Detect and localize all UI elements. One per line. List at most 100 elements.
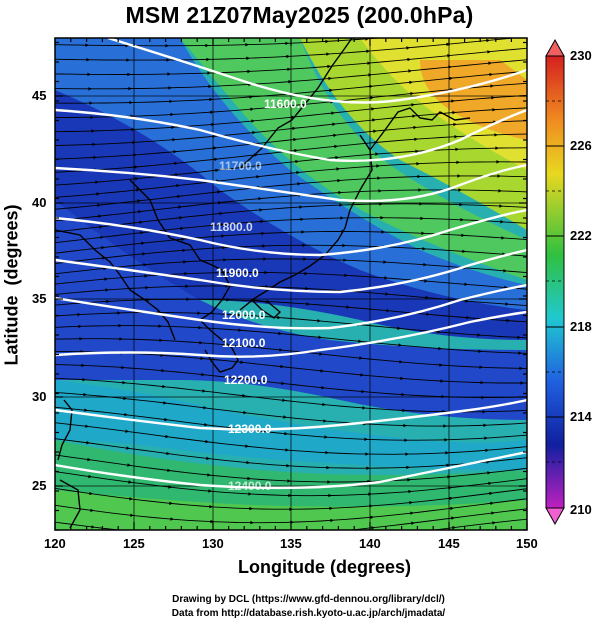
streamline: [55, 454, 527, 483]
wind-arrow: [409, 501, 413, 505]
wind-arrow: [327, 64, 331, 69]
wind-arrow: [329, 506, 333, 511]
wind-arrow: [418, 188, 422, 192]
wind-arrow: [86, 440, 90, 445]
wind-arrow: [423, 262, 427, 267]
wind-arrow: [158, 324, 162, 328]
wind-arrow: [130, 513, 134, 517]
wind-arrow: [406, 46, 410, 50]
wind-arrow: [87, 457, 91, 462]
wind-arrow: [374, 140, 378, 145]
wind-arrow: [209, 97, 213, 102]
contour-label: 12400.0: [228, 479, 272, 493]
wind-arrow: [249, 506, 253, 511]
wind-arrow: [289, 507, 293, 511]
streamline: [55, 244, 527, 264]
wind-arrow: [200, 356, 204, 361]
wind-arrow: [490, 84, 494, 88]
wind-arrow: [167, 72, 171, 76]
wind-arrow: [217, 190, 221, 194]
wind-arrow: [494, 133, 498, 137]
wind-arrow: [208, 489, 212, 493]
wind-arrow: [480, 380, 484, 385]
wind-arrow: [334, 144, 338, 149]
wind-arrow: [487, 471, 491, 475]
wind-arrow: [168, 86, 172, 90]
contour-label: 12000.0: [222, 308, 266, 322]
contour-label: 12100.0: [222, 336, 266, 350]
wind-arrow: [412, 114, 416, 118]
wind-arrow: [492, 108, 496, 112]
wind-arrow: [259, 208, 263, 212]
wind-arrow: [304, 271, 308, 276]
wind-arrow: [411, 521, 415, 525]
wind-arrow: [124, 412, 128, 417]
wind-arrow: [319, 352, 323, 356]
wind-arrow: [448, 65, 452, 69]
wind-arrow: [218, 201, 222, 205]
wind-arrow: [405, 452, 409, 456]
wind-arrow: [364, 437, 368, 441]
wind-arrow: [402, 408, 406, 413]
wind-arrow: [91, 129, 95, 133]
wind-arrow: [88, 474, 92, 479]
wind-arrow: [172, 547, 176, 550]
wind-arrow: [84, 408, 88, 412]
wind-arrow: [371, 107, 375, 111]
wind-arrow: [416, 162, 420, 166]
contour-label: 11700.0: [219, 159, 262, 173]
wind-arrow: [105, 288, 109, 292]
wind-arrow: [286, 464, 290, 468]
wind-arrow: [85, 43, 89, 47]
wind-arrow: [447, 475, 451, 479]
wind-arrow: [328, 493, 332, 498]
wind-arrow: [478, 349, 482, 353]
wind-arrow: [176, 184, 180, 188]
wind-arrow: [491, 511, 495, 515]
wind-arrow: [496, 160, 500, 164]
chart-title: MSM 21Z07May2025 (200.0hPa): [125, 2, 474, 28]
height-contours: [55, 38, 527, 490]
wind-arrow: [247, 69, 251, 74]
wind-arrow: [126, 446, 130, 450]
wind-arrow: [210, 519, 214, 524]
wind-arrow: [221, 234, 225, 238]
wind-arrow: [167, 468, 171, 472]
wind-arrow: [223, 258, 227, 262]
wind-arrow: [303, 257, 307, 261]
streamline: [55, 47, 527, 75]
wind-arrow: [82, 377, 86, 382]
wind-arrow: [279, 348, 283, 352]
streamline: [55, 175, 527, 210]
wind-arrow: [219, 211, 223, 216]
wind-arrow: [397, 326, 401, 330]
wind-arrow: [290, 104, 294, 108]
wind-arrow: [370, 515, 374, 519]
wind-arrow: [252, 130, 256, 135]
wind-arrow: [144, 274, 148, 278]
wind-arrow: [258, 197, 262, 201]
wind-arrow: [249, 95, 253, 99]
wind-arrow: [215, 168, 219, 173]
wind-arrow: [409, 80, 413, 85]
wind-arrow: [366, 466, 370, 470]
wind-arrow: [177, 194, 181, 199]
x-tick-label: 150: [516, 536, 538, 551]
wind-arrow: [487, 50, 491, 54]
wind-arrow: [131, 127, 135, 132]
wind-arrow: [169, 501, 173, 505]
wind-arrow: [263, 257, 267, 261]
wind-arrow: [88, 87, 92, 91]
wind-arrow: [283, 415, 287, 419]
wind-arrow: [134, 165, 138, 169]
wind-arrow: [443, 424, 447, 428]
wind-arrow: [127, 463, 131, 467]
axis-ticks: [54, 38, 528, 531]
wind-arrow: [324, 435, 328, 439]
wind-arrow: [445, 31, 449, 34]
wind-arrow: [90, 115, 94, 119]
wind-arrow: [183, 260, 187, 264]
wind-arrow: [251, 534, 255, 538]
wind-arrow: [411, 103, 415, 107]
